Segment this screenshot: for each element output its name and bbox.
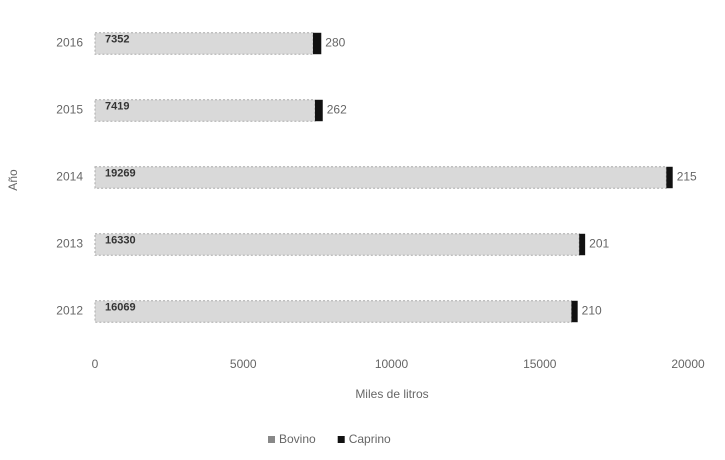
value-label: 16069	[105, 301, 136, 313]
value-label: 16330	[105, 234, 136, 246]
bar-segment	[94, 166, 667, 189]
value-label: 19269	[105, 167, 136, 179]
legend-swatch	[337, 436, 345, 443]
value-label: 215	[677, 170, 697, 184]
y-tick-label: 2013	[56, 237, 83, 251]
y-tick-label: 2014	[56, 170, 83, 184]
value-label: 280	[325, 36, 345, 50]
bar-segment	[94, 99, 316, 122]
bar-segment	[666, 166, 673, 189]
x-tick-label: 20000	[671, 357, 705, 371]
value-label: 201	[589, 237, 609, 251]
value-label: 262	[327, 103, 347, 117]
bar-segment	[94, 300, 572, 323]
y-axis-title: Año	[6, 169, 20, 191]
bar-segment	[571, 300, 578, 323]
x-tick-label: 10000	[375, 357, 409, 371]
x-tick-label: 5000	[230, 357, 257, 371]
y-tick-label: 2016	[56, 36, 83, 50]
x-tick-label: 15000	[523, 357, 557, 371]
bar-segment	[314, 99, 323, 122]
y-tick-label: 2015	[56, 103, 83, 117]
value-label: 7419	[105, 100, 129, 112]
value-label: 210	[582, 304, 602, 318]
x-tick-label: 0	[92, 357, 99, 371]
legend-swatch	[268, 436, 275, 443]
y-tick-label: 2012	[56, 304, 83, 318]
bar-segment	[312, 32, 322, 55]
bar-segment	[94, 233, 580, 256]
legend-label: Caprino	[349, 432, 391, 446]
legend-label: Bovino	[279, 432, 316, 446]
x-axis-title: Miles de litros	[355, 387, 428, 401]
bar-segment	[579, 233, 586, 256]
value-label: 7352	[105, 33, 129, 45]
